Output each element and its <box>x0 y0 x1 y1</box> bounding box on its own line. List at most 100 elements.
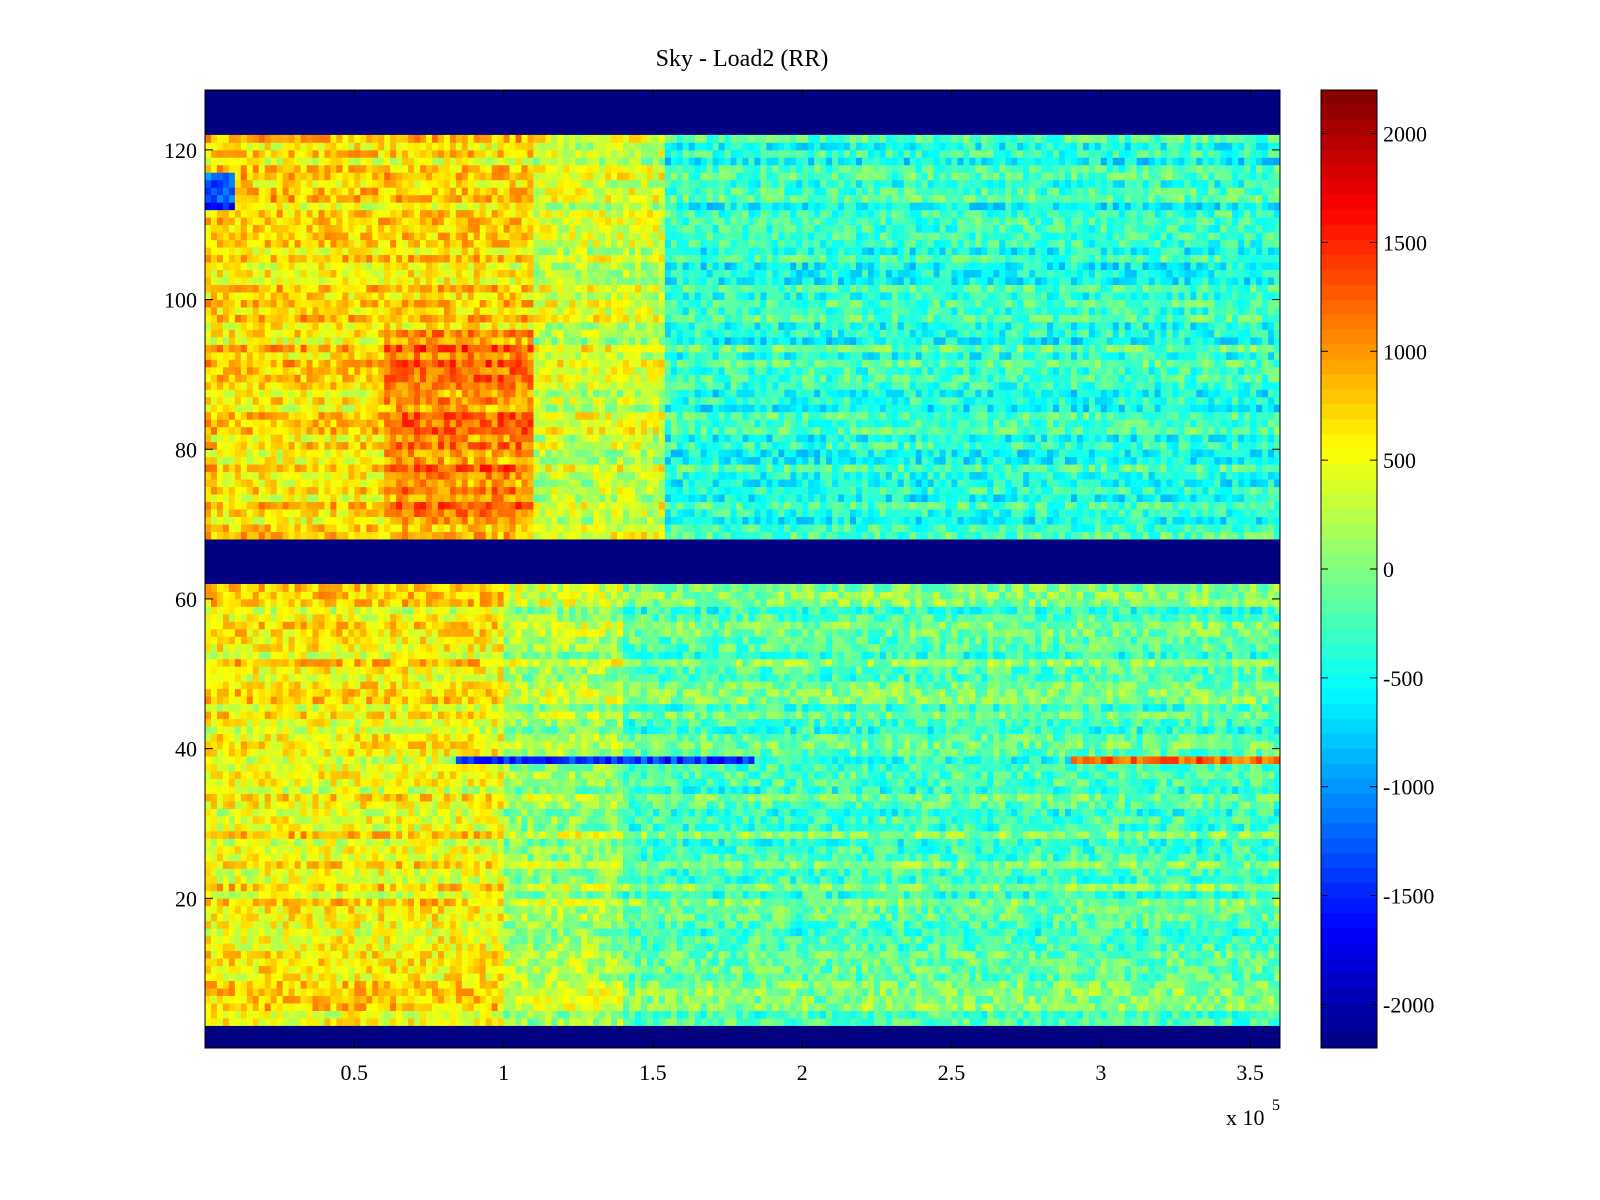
heatmap-cell <box>808 973 815 982</box>
heatmap-cell <box>491 830 499 839</box>
heatmap-cell <box>1011 980 1018 989</box>
heatmap-cell <box>1047 920 1054 929</box>
heatmap-cell <box>1076 875 1084 884</box>
heatmap-cell <box>844 883 851 892</box>
heatmap-cell <box>802 920 809 929</box>
heatmap-cell <box>431 845 439 854</box>
heatmap-cell <box>1100 973 1108 982</box>
heatmap-cell <box>288 1018 295 1026</box>
heatmap-cell <box>706 935 714 944</box>
heatmap-cell <box>885 1018 893 1026</box>
heatmap-cell <box>318 883 325 892</box>
heatmap-cell <box>599 965 606 974</box>
heatmap-cell <box>222 988 230 997</box>
heatmap-cell <box>903 1018 911 1026</box>
heatmap-cell <box>551 958 558 967</box>
heatmap-cell <box>228 995 236 1004</box>
heatmap-cell <box>234 883 242 892</box>
heatmap-cell <box>240 1003 248 1011</box>
heatmap-cell <box>563 823 570 832</box>
heatmap-cell <box>1065 875 1072 884</box>
heatmap-cell <box>790 1018 797 1026</box>
heatmap-cell <box>587 860 594 869</box>
heatmap-cell <box>1023 980 1030 989</box>
heatmap-cell <box>515 920 522 929</box>
heatmap-cell <box>688 838 696 847</box>
heatmap-cell <box>664 868 672 877</box>
heatmap-cell <box>240 853 248 862</box>
heatmap-cell <box>1190 920 1197 929</box>
heatmap-cell <box>515 853 522 862</box>
heatmap-cell <box>814 958 821 967</box>
heatmap-cell <box>1053 883 1060 892</box>
heatmap-cell <box>491 868 499 877</box>
heatmap-cell <box>1100 928 1108 937</box>
heatmap-cell <box>1059 935 1066 944</box>
heatmap-cell <box>873 875 881 884</box>
heatmap-cell <box>1136 1003 1144 1011</box>
heatmap-cell <box>1154 875 1161 884</box>
heatmap-cell <box>706 950 714 959</box>
heatmap-cell <box>1196 838 1203 847</box>
heatmap-cell <box>593 860 600 869</box>
heatmap-cell <box>324 815 331 824</box>
heatmap-cell <box>736 943 743 952</box>
heatmap-cell <box>366 943 373 952</box>
heatmap-cell <box>408 973 415 982</box>
heatmap-cell <box>1076 845 1084 854</box>
heatmap-cell <box>473 980 481 989</box>
heatmap-cell <box>575 920 582 929</box>
heatmap-cell <box>270 958 278 967</box>
heatmap-cell <box>300 935 307 944</box>
heatmap-cell <box>1190 1003 1197 1011</box>
heatmap-cell <box>802 868 809 877</box>
heatmap-cell <box>1244 988 1251 997</box>
heatmap-cell <box>205 980 212 989</box>
heatmap-cell <box>1184 1003 1191 1011</box>
heatmap-cell <box>1053 913 1060 922</box>
heatmap-cell <box>1190 898 1197 907</box>
heatmap-cell <box>306 943 313 952</box>
heatmap-cell <box>939 995 946 1004</box>
heatmap-cell <box>1148 950 1155 959</box>
heatmap-cell <box>396 890 403 899</box>
heatmap-cell <box>557 928 564 937</box>
heatmap-cell <box>431 883 439 892</box>
heatmap-cell <box>515 913 522 922</box>
heatmap-cell <box>563 935 570 944</box>
heatmap-cell <box>384 883 391 892</box>
heatmap-cell <box>354 995 361 1004</box>
heatmap-cell <box>539 905 546 914</box>
heatmap-cell <box>282 995 290 1004</box>
heatmap-cell <box>945 913 952 922</box>
heatmap-cell <box>1070 868 1078 877</box>
heatmap-cell <box>252 920 260 929</box>
heatmap-cell <box>820 943 827 952</box>
heatmap-cell <box>360 890 367 899</box>
heatmap-cell <box>1172 943 1179 952</box>
heatmap-cell <box>1268 898 1275 907</box>
heatmap-cell <box>1268 950 1275 959</box>
heatmap-cell <box>1250 845 1257 854</box>
heatmap-cell <box>629 815 636 824</box>
heatmap-cell <box>252 1018 260 1026</box>
heatmap-cell <box>330 830 337 839</box>
heatmap-cell <box>1208 965 1215 974</box>
heatmap-cell <box>503 823 510 832</box>
heatmap-cell <box>282 1010 290 1019</box>
heatmap-cell <box>1076 935 1084 944</box>
heatmap-cell <box>300 875 307 884</box>
heatmap-cell <box>1220 1018 1227 1026</box>
heatmap-cell <box>342 958 349 967</box>
heatmap-cell <box>981 935 988 944</box>
heatmap-cell <box>1274 935 1281 944</box>
heatmap-cell <box>390 965 397 974</box>
heatmap-cell <box>527 950 534 959</box>
heatmap-cell <box>497 928 505 937</box>
heatmap-cell <box>1112 920 1120 929</box>
heatmap-cell <box>748 823 755 832</box>
heatmap-cell <box>222 883 230 892</box>
heatmap-cell <box>1070 965 1078 974</box>
heatmap-cell <box>205 883 212 892</box>
heatmap-cell <box>951 995 958 1004</box>
